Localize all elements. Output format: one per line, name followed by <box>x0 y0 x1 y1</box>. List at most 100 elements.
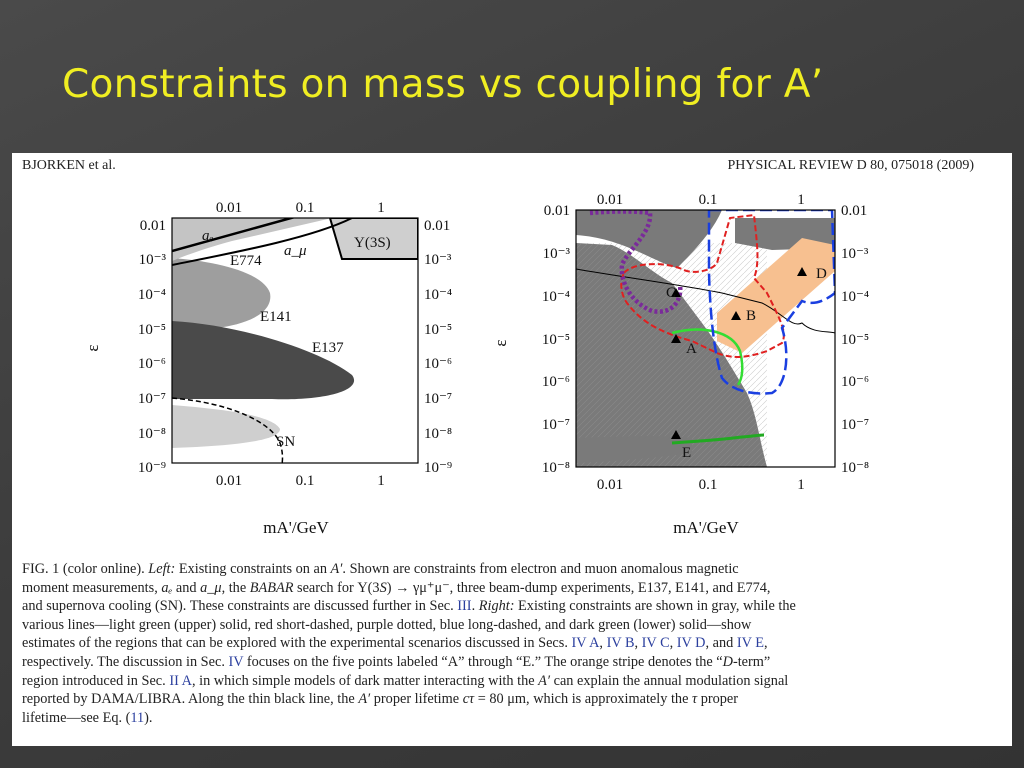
y-tick-left-label: 10⁻⁵ <box>542 332 570 348</box>
caption-text: = 80 μm, which is approximately the <box>474 691 693 708</box>
caption-ref-link[interactable]: IV C <box>641 635 670 652</box>
e141-region <box>172 258 271 331</box>
y-tick-left-label: 10⁻⁷ <box>542 417 570 433</box>
caption-text: proper <box>697 691 739 708</box>
point-b-marker <box>731 311 741 320</box>
x-tick-bottom-label: 0.01 <box>597 477 623 493</box>
point-e-label: E <box>682 445 691 461</box>
label-upsilon: Υ(3S) <box>354 235 391 251</box>
point-c-marker <box>671 288 681 297</box>
caption-text: , <box>599 635 607 652</box>
caption-text: ). <box>144 709 153 726</box>
figure-panel: BJORKEN et al. PHYSICAL REVIEW D 80, 075… <box>12 153 1012 746</box>
x-tick-top-label: 1 <box>377 200 385 216</box>
caption-text: , <box>764 635 768 652</box>
label-e137: E137 <box>312 340 344 356</box>
caption-text: S <box>379 579 387 596</box>
right-plot: 0.01 0.01 0.1 0.1 1 1 0.01 0.01 10⁻³ 10⁻³ 10⁻⁴ 10⁻⁴… <box>491 192 869 537</box>
caption-text: proper lifetime <box>370 691 463 708</box>
label-e774: E774 <box>230 253 262 269</box>
caption-ref-link[interactable]: IV E <box>736 635 765 652</box>
dark-green-solid-line <box>671 433 765 445</box>
caption-text: Left: <box>148 561 176 577</box>
left-ylabel: ε <box>83 344 102 351</box>
point-d-marker <box>797 267 807 276</box>
x-tick-top-label: 0.01 <box>597 192 623 208</box>
left-xlabel: mA'/GeV <box>263 518 329 537</box>
red-short-dashed-line <box>620 213 785 358</box>
x-tick-top-label: 0.01 <box>216 200 242 216</box>
caption-text: , the <box>221 579 250 596</box>
y-tick-right-label: 10⁻⁷ <box>424 391 452 407</box>
upsilon-region <box>328 218 418 260</box>
right-xlabel: mA'/GeV <box>673 518 739 537</box>
x-tick-bottom-label: 1 <box>797 477 805 493</box>
blue-long-dashed-line <box>707 210 835 395</box>
caption-text: . Shown are constraints from electron an… <box>342 561 739 577</box>
x-tick-bottom-label: 0.01 <box>216 473 242 489</box>
caption-text: , and <box>705 635 737 652</box>
left-plot: 0.01 0.01 0.1 0.1 1 1 0.01 0.01 10⁻³ 10⁻³ 10⁻⁴ 10⁻⁴… <box>83 200 452 537</box>
caption-line: moment measurements, aₑ and a_μ, the BAB… <box>22 579 962 598</box>
y-tick-left-label: 10⁻⁶ <box>542 374 570 390</box>
caption-ref-link[interactable]: III <box>457 598 472 615</box>
caption-text: can explain the annual modulation signal <box>550 672 789 689</box>
y-tick-right-label: 10⁻⁴ <box>424 287 452 303</box>
constraint-gray-hatch <box>576 243 767 467</box>
caption-text: a_μ <box>200 579 222 596</box>
caption-text: and <box>172 579 201 596</box>
y-tick-right-label: 10⁻⁶ <box>841 374 869 390</box>
y-tick-left-label: 0.01 <box>140 218 166 234</box>
ae-line <box>172 218 296 253</box>
amu-line <box>172 218 353 266</box>
caption-text: respectively. The discussion in Sec. <box>22 653 229 670</box>
x-tick-top-label: 1 <box>797 192 805 208</box>
caption-text: FIG. 1 (color online). <box>22 561 149 577</box>
figure-plots: 0.01 0.01 0.1 0.1 1 1 0.01 0.01 10⁻³ 10⁻³ 10⁻⁴ 10⁻⁴… <box>83 192 869 537</box>
y-tick-left-label: 10⁻⁸ <box>138 426 166 442</box>
constraint-gray-top <box>576 210 722 268</box>
running-head-journal: PHYSICAL REVIEW D 80, 075018 (2009) <box>727 158 974 173</box>
lifetime-line <box>576 268 835 334</box>
right-ylabel: ε <box>491 339 510 346</box>
caption-text: Existing constraints on an <box>175 561 331 577</box>
x-tick-bottom-label: 1 <box>377 473 385 489</box>
caption-ref-link[interactable]: IV B <box>606 635 635 652</box>
caption-text: estimates of the regions that can be exp… <box>22 635 572 652</box>
x-tick-top-label: 0.1 <box>296 200 315 216</box>
x-tick-top-label: 0.1 <box>699 192 718 208</box>
point-c-label: C <box>666 285 676 301</box>
caption-text: A′ <box>538 672 551 689</box>
point-e-marker <box>671 430 681 439</box>
caption-text: Right: <box>478 598 515 615</box>
label-ae: aₑ <box>202 228 214 244</box>
figure-caption: FIG. 1 (color online). Left: Existing co… <box>22 560 962 727</box>
caption-ref-link[interactable]: IV <box>228 653 244 670</box>
orange-dterm-stripe <box>717 238 835 353</box>
y-tick-left-label: 10⁻⁸ <box>542 460 570 476</box>
caption-ref-link[interactable]: IV D <box>676 635 706 652</box>
caption-text: lifetime—see Eq. ( <box>22 709 131 726</box>
y-tick-right-label: 10⁻⁸ <box>424 426 452 442</box>
y-tick-right-label: 10⁻⁵ <box>424 322 452 338</box>
y-tick-right-label: 10⁻⁴ <box>841 289 869 305</box>
purple-dotted-line <box>589 210 683 314</box>
y-tick-left-label: 0.01 <box>544 203 570 219</box>
caption-line: reported by DAMA/LIBRA. Along the thin b… <box>22 690 962 709</box>
caption-ref-link[interactable]: II A <box>169 672 192 689</box>
caption-text: focuses on the five points labeled “A” t… <box>243 653 723 670</box>
slide-title: Constraints on mass vs coupling for A’ <box>62 62 824 107</box>
caption-text: aₑ <box>161 579 173 596</box>
light-green-solid-line <box>671 328 744 386</box>
y-tick-left-label: 10⁻⁴ <box>138 287 166 303</box>
caption-ref-link[interactable]: IV A <box>571 635 600 652</box>
y-tick-left-label: 10⁻³ <box>543 246 571 262</box>
caption-text: ) → γμ⁺μ⁻, three beam-dump experiments, … <box>386 579 771 596</box>
y-tick-left-label: 10⁻⁶ <box>138 356 166 372</box>
caption-line: FIG. 1 (color online). Left: Existing co… <box>22 560 962 579</box>
point-a-marker <box>671 334 681 343</box>
caption-ref-link[interactable]: 11 <box>130 709 145 726</box>
caption-line: respectively. The discussion in Sec. IV … <box>22 653 962 672</box>
label-e141: E141 <box>260 309 292 325</box>
sn-boundary <box>172 397 284 463</box>
